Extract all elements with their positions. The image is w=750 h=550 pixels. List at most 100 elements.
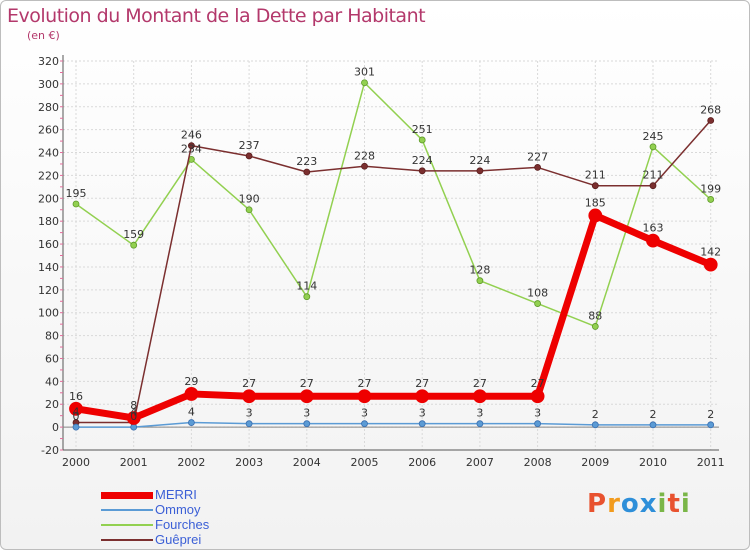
data-point-ommoy	[707, 421, 715, 429]
data-point-fourches	[130, 241, 138, 249]
data-label-guprei: 228	[354, 149, 375, 162]
data-point-fourches	[303, 293, 311, 301]
data-label-merri: 16	[69, 390, 83, 403]
data-label-guprei: 4	[130, 406, 137, 419]
data-point-merri	[126, 411, 141, 425]
data-label-ommoy: 3	[534, 407, 541, 420]
data-point-merri	[703, 257, 718, 272]
logo-letter: o	[620, 489, 640, 519]
data-point-guprei	[649, 182, 657, 190]
data-point-merri	[415, 389, 430, 404]
y-tick-label: 180	[38, 215, 59, 228]
data-label-guprei: 224	[469, 154, 490, 167]
y-tick-label: 120	[38, 284, 59, 297]
legend-label-merri: MERRI	[155, 487, 197, 502]
data-label-guprei: 268	[700, 103, 721, 116]
series-line-fourches	[75, 81, 712, 328]
data-point-merri	[472, 389, 487, 404]
x-tick-label: 2005	[351, 456, 379, 469]
data-label-merri: 27	[242, 377, 256, 390]
data-label-fourches: 190	[239, 193, 260, 206]
data-point-merri	[184, 387, 199, 401]
data-label-fourches: 195	[66, 187, 87, 200]
logo-letter: x	[639, 489, 658, 519]
data-point-fourches	[418, 136, 426, 144]
data-label-guprei: 223	[296, 155, 317, 168]
data-label-fourches: 301	[354, 66, 375, 79]
data-point-ommoy	[476, 420, 484, 428]
data-label-guprei: 227	[527, 150, 548, 163]
legend-label-fourches: Fourches	[155, 517, 210, 532]
data-label-ommoy: 2	[707, 408, 714, 421]
data-label-merri: 27	[300, 377, 314, 390]
data-point-merri	[646, 233, 660, 248]
data-point-fourches	[707, 196, 715, 203]
logo-letter: i	[680, 489, 691, 519]
legend-swatch-guprei	[101, 539, 153, 541]
proxiti-logo: Proxiti	[587, 489, 691, 519]
data-point-ommoy	[649, 421, 657, 429]
data-label-merri: 29	[184, 375, 198, 388]
y-tick-label: 80	[45, 330, 59, 343]
data-label-ommoy: 0	[130, 410, 137, 423]
y-tick-label: 320	[38, 55, 59, 68]
y-tick-label: 220	[38, 169, 59, 182]
data-label-ommoy: 0	[73, 410, 80, 423]
data-point-guprei	[187, 142, 195, 150]
data-point-guprei	[707, 117, 715, 124]
data-label-ommoy: 3	[361, 407, 368, 420]
data-label-fourches: 114	[296, 280, 317, 293]
logo-letter: P	[587, 489, 608, 519]
data-point-ommoy	[187, 419, 195, 426]
series-line-ommoy	[76, 421, 711, 428]
data-point-fourches	[245, 206, 253, 214]
data-label-ommoy: 3	[246, 407, 253, 420]
data-label-merri: 27	[473, 377, 487, 390]
chart-title: Evolution du Montant de la Dette par Hab…	[7, 5, 426, 27]
data-label-guprei: 224	[412, 154, 433, 167]
data-point-fourches	[649, 143, 657, 151]
data-label-fourches: 245	[643, 130, 664, 143]
data-label-guprei: 211	[643, 169, 664, 182]
data-label-ommoy: 3	[476, 407, 483, 420]
data-label-ommoy: 2	[650, 408, 657, 421]
x-tick-label: 2000	[62, 456, 90, 469]
legend-swatch-fourches	[101, 524, 153, 526]
y-tick-label: 140	[38, 261, 59, 274]
y-tick-label: 60	[45, 352, 59, 365]
data-label-ommoy: 4	[188, 406, 195, 419]
x-tick-label: 2011	[697, 456, 725, 469]
data-point-merri	[299, 389, 314, 404]
data-label-ommoy: 3	[303, 407, 310, 420]
data-point-ommoy	[245, 420, 253, 428]
legend-label-guprei: Guêprei	[155, 532, 202, 547]
data-label-ommoy: 2	[592, 408, 599, 421]
x-tick-label: 2009	[581, 456, 609, 469]
data-point-merri	[588, 208, 603, 223]
data-label-merri: 27	[358, 377, 372, 390]
data-point-merri	[69, 401, 83, 416]
data-point-guprei	[245, 152, 253, 160]
data-point-guprei	[534, 164, 541, 171]
data-label-merri: 142	[700, 246, 721, 259]
y-tick-label: 200	[38, 192, 59, 205]
y-tick-label: 100	[38, 307, 59, 320]
chart-unit: (en €)	[27, 29, 60, 42]
legend-label-ommoy: Ommoy	[155, 502, 201, 517]
data-label-merri: 27	[415, 377, 429, 390]
data-point-ommoy	[591, 421, 599, 429]
x-tick-label: 2001	[120, 456, 148, 469]
y-tick-label: 300	[38, 78, 59, 91]
data-label-fourches: 108	[527, 287, 548, 300]
y-tick-label: 0	[52, 421, 59, 434]
data-point-ommoy	[534, 420, 541, 428]
legend-swatch-ommoy	[101, 509, 153, 511]
data-point-fourches	[72, 200, 80, 208]
x-tick-label: 2003	[235, 456, 263, 469]
data-label-ommoy: 3	[419, 407, 426, 420]
data-point-ommoy	[418, 420, 426, 428]
data-point-ommoy	[303, 420, 311, 428]
data-label-merri: 163	[643, 222, 664, 235]
